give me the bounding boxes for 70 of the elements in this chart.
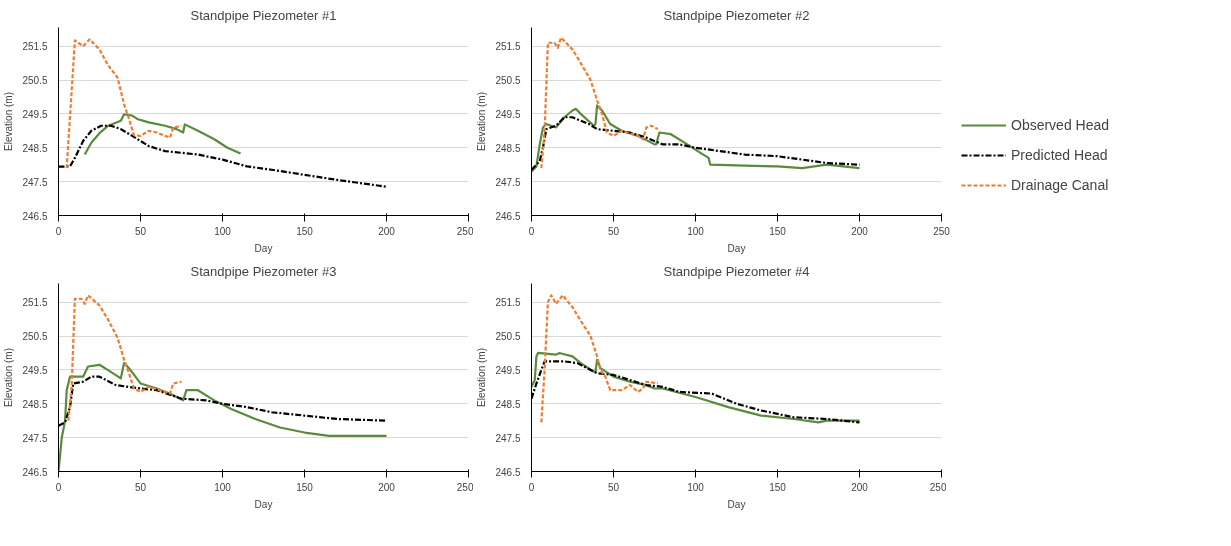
chart-title: Standpipe Piezometer #3 [190, 263, 337, 279]
y-tick-label: 250.5 [495, 331, 521, 342]
x-tick-label: 250 [929, 481, 947, 493]
legend-label: Predicted Head [1011, 147, 1108, 163]
y-tick-label: 248.5 [495, 398, 521, 410]
x-tick-label: 250 [933, 225, 951, 237]
x-tick-label: 150 [296, 225, 314, 237]
x-tick-label: 200 [378, 481, 396, 493]
x-tick-label: 200 [378, 225, 396, 237]
x-tick-label: 200 [851, 481, 869, 493]
y-tick-label: 247.5 [495, 176, 521, 188]
y-tick-label: 251.5 [495, 297, 521, 309]
y-tick-label: 249.5 [22, 108, 48, 120]
y-tick-label: 247.5 [22, 176, 48, 188]
y-tick-label: 246.5 [495, 466, 521, 478]
x-tick-label: 200 [851, 225, 869, 237]
y-tick-label: 249.5 [495, 364, 521, 376]
y-tick-label: 250.5 [22, 331, 48, 342]
x-tick-label: 100 [687, 481, 705, 493]
chart-title: Standpipe Piezometer #4 [663, 263, 810, 279]
y-tick-label: 246.5 [22, 210, 48, 222]
x-tick-label: 100 [214, 481, 232, 493]
y-tick-label: 247.5 [495, 432, 521, 444]
x-tick-label: 0 [528, 481, 535, 493]
x-tick-label: 50 [607, 225, 620, 237]
line-series [65, 38, 183, 170]
line-series [540, 294, 659, 424]
x-tick-label: 0 [55, 481, 62, 493]
x-axis-title: Day [254, 498, 273, 510]
x-tick-label: 150 [296, 481, 314, 493]
line-series [67, 294, 183, 422]
x-tick-label: 150 [769, 225, 787, 237]
y-tick-label: 250.5 [22, 75, 48, 86]
x-tick-label: 150 [769, 481, 787, 493]
line-series [58, 362, 388, 472]
chart-title: Standpipe Piezometer #1 [190, 7, 337, 23]
y-tick-label: 249.5 [495, 108, 521, 120]
y-tick-label: 248.5 [22, 142, 48, 154]
line-series [540, 36, 659, 170]
legend-label: Drainage Canal [1011, 177, 1109, 193]
y-tick-label: 249.5 [22, 364, 48, 376]
x-axis-title: Day [727, 242, 746, 254]
x-tick-label: 50 [134, 225, 147, 237]
x-tick-label: 0 [528, 225, 535, 237]
x-axis-title: Day [727, 498, 746, 510]
x-axis-title: Day [254, 242, 273, 254]
y-tick-label: 251.5 [22, 41, 48, 53]
x-tick-label: 250 [456, 481, 474, 493]
y-tick-label: 248.5 [22, 398, 48, 410]
y-tick-label: 251.5 [22, 297, 48, 309]
y-tick-label: 246.5 [495, 210, 521, 222]
line-series [531, 104, 861, 173]
y-tick-label: 250.5 [495, 75, 521, 86]
y-axis-title: Elevation (m) [476, 92, 488, 151]
y-axis-title: Elevation (m) [3, 348, 15, 407]
x-tick-label: 100 [214, 225, 232, 237]
y-tick-label: 248.5 [495, 142, 521, 154]
chart-title: Standpipe Piezometer #2 [663, 7, 810, 23]
y-axis-title: Elevation (m) [3, 92, 15, 151]
y-tick-label: 246.5 [22, 466, 48, 478]
x-tick-label: 0 [55, 225, 62, 237]
x-tick-label: 50 [607, 481, 620, 493]
x-tick-label: 50 [134, 481, 147, 493]
x-tick-label: 100 [687, 225, 705, 237]
line-series [83, 113, 242, 156]
legend-label: Observed Head [1011, 117, 1110, 133]
y-tick-label: 247.5 [22, 432, 48, 444]
y-axis-title: Elevation (m) [476, 348, 488, 407]
y-tick-label: 251.5 [495, 41, 521, 53]
x-tick-label: 250 [456, 225, 474, 237]
